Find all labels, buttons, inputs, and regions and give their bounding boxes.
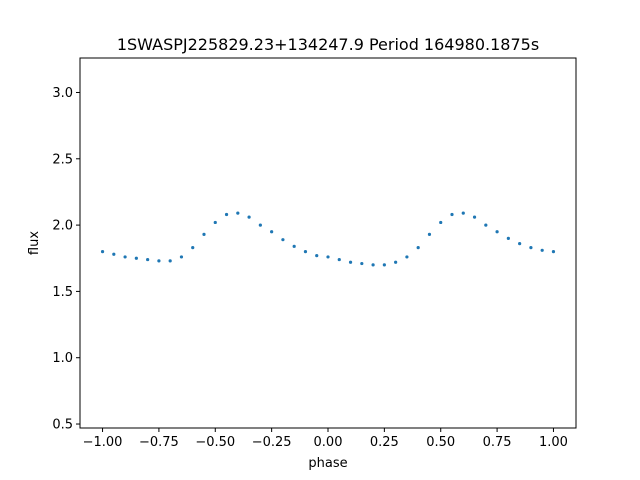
x-tick-label: −0.25 [252, 435, 292, 450]
data-point [394, 260, 398, 264]
y-tick-label: 1.0 [52, 351, 73, 366]
data-point [202, 232, 206, 236]
x-tick-label: 1.00 [539, 435, 568, 450]
data-point [247, 215, 251, 219]
data-point [168, 259, 172, 263]
x-tick-label: 0.50 [426, 435, 455, 450]
x-axis-ticks: −1.00 −0.75 −0.50 −0.25 0.00 0.25 0.50 0.75 1.00 [83, 428, 568, 450]
data-point [371, 263, 375, 267]
x-tick-label: −1.00 [83, 435, 123, 450]
data-point [360, 261, 364, 266]
y-tick-label: 1.5 [52, 285, 73, 300]
data-point [518, 242, 522, 246]
data-point [134, 256, 138, 260]
y-tick-label: 0.5 [52, 418, 73, 433]
data-point [439, 220, 443, 225]
data-point [461, 211, 465, 215]
data-point [112, 252, 116, 256]
x-tick-label: 0.25 [370, 435, 399, 450]
data-point [472, 215, 477, 219]
x-axis-label: phase [308, 456, 347, 471]
data-point [100, 250, 105, 254]
data-point [258, 223, 262, 227]
data-point [157, 259, 161, 263]
data-point [405, 255, 409, 259]
data-point [179, 255, 184, 259]
data-point [337, 257, 341, 262]
data-point [484, 223, 488, 227]
data-point [315, 254, 319, 258]
data-point [270, 230, 274, 234]
data-point [540, 248, 544, 252]
data-point [326, 255, 330, 259]
data-point [281, 238, 285, 242]
data-point [224, 212, 229, 217]
data-point [348, 260, 353, 264]
data-point [303, 250, 308, 254]
data-point [427, 232, 432, 236]
data-point [529, 246, 533, 250]
data-points [100, 211, 556, 267]
data-point [213, 220, 217, 225]
y-axis-label: flux [27, 231, 42, 255]
y-tick-label: 3.0 [52, 86, 73, 101]
data-point [551, 250, 556, 254]
data-point [450, 212, 454, 217]
y-tick-label: 2.5 [52, 152, 73, 167]
x-tick-label: 0.00 [314, 435, 343, 450]
data-point [123, 255, 127, 259]
data-point [416, 246, 420, 250]
data-point [292, 244, 296, 248]
data-point [382, 263, 386, 267]
x-tick-label: −0.50 [195, 435, 235, 450]
x-tick-label: 0.75 [483, 435, 512, 450]
y-tick-label: 2.0 [52, 219, 73, 234]
data-point [146, 257, 150, 262]
chart-title: 1SWASPJ225829.23+134247.9 Period 164980.… [117, 35, 539, 54]
y-axis-ticks: 0.5 1.0 1.5 2.0 2.5 3.0 [52, 86, 80, 433]
data-point [506, 236, 510, 240]
data-point [236, 211, 240, 215]
data-point [495, 230, 499, 234]
x-tick-label: −0.75 [139, 435, 179, 450]
data-point [191, 246, 195, 250]
